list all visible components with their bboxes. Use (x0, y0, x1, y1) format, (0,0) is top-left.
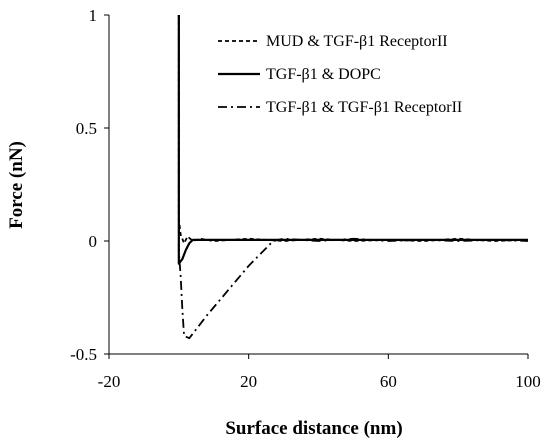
legend-label-3: TGF-β1 & TGF-β1 ReceptorII (266, 99, 462, 116)
series-line-1 (177, 15, 529, 245)
x-tick-label: -20 (98, 372, 121, 391)
x-ticks: -20 20 60 100 (98, 354, 541, 391)
y-tick-label: 1 (89, 6, 98, 25)
x-tick-label: 20 (240, 372, 257, 391)
y-tick-label: 0 (89, 232, 98, 251)
y-tick-label: -0.5 (70, 345, 97, 364)
x-tick-label: 60 (380, 372, 397, 391)
legend-label-2: TGF-β1 & DOPC (266, 66, 381, 83)
series-line-2 (177, 15, 528, 265)
x-axis-label: Surface distance (nm) (225, 418, 402, 439)
series-line-3 (177, 15, 529, 340)
legend: MUD & TGF-β1 ReceptorII TGF-β1 & DOPC TGF-… (218, 33, 462, 116)
axes: -20 20 60 100 -0.5 0 0.5 1 (70, 6, 541, 391)
legend-label-1: MUD & TGF-β1 ReceptorII (266, 33, 448, 50)
series-layer (177, 15, 529, 340)
x-tick-label: 100 (515, 372, 541, 391)
y-ticks: -0.5 0 0.5 1 (70, 6, 109, 364)
y-tick-label: 0.5 (76, 119, 97, 138)
y-axis-label: Force (nN) (6, 141, 27, 229)
